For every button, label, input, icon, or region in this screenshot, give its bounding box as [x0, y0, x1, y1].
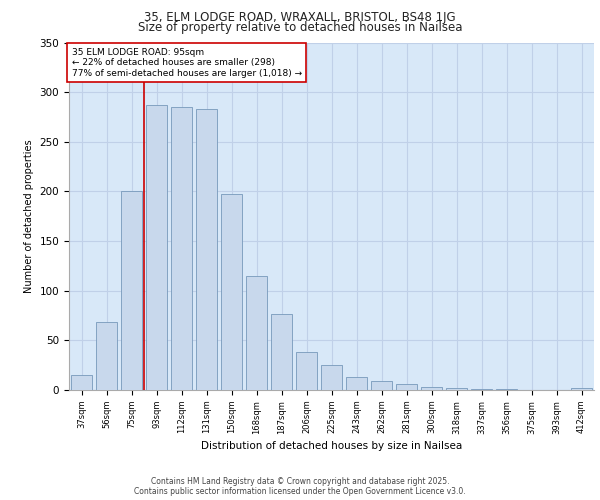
- Bar: [171, 107, 192, 390]
- Bar: [246, 276, 267, 390]
- Bar: [496, 389, 517, 390]
- Bar: [196, 109, 217, 390]
- Bar: [346, 377, 367, 390]
- Bar: [121, 192, 142, 390]
- Bar: [296, 352, 317, 390]
- X-axis label: Distribution of detached houses by size in Nailsea: Distribution of detached houses by size …: [201, 440, 462, 450]
- Bar: [571, 388, 592, 390]
- Bar: [96, 322, 117, 390]
- Bar: [71, 375, 92, 390]
- Bar: [321, 365, 342, 390]
- Bar: [421, 387, 442, 390]
- Bar: [396, 384, 417, 390]
- Text: 35, ELM LODGE ROAD, WRAXALL, BRISTOL, BS48 1JG: 35, ELM LODGE ROAD, WRAXALL, BRISTOL, BS…: [144, 11, 456, 24]
- Text: 35 ELM LODGE ROAD: 95sqm
← 22% of detached houses are smaller (298)
77% of semi-: 35 ELM LODGE ROAD: 95sqm ← 22% of detach…: [71, 48, 302, 78]
- Bar: [271, 314, 292, 390]
- Bar: [446, 388, 467, 390]
- Bar: [371, 381, 392, 390]
- Text: Size of property relative to detached houses in Nailsea: Size of property relative to detached ho…: [138, 22, 462, 35]
- Text: Contains HM Land Registry data © Crown copyright and database right 2025.
Contai: Contains HM Land Registry data © Crown c…: [134, 476, 466, 496]
- Bar: [471, 389, 492, 390]
- Bar: [221, 194, 242, 390]
- Bar: [146, 105, 167, 390]
- Y-axis label: Number of detached properties: Number of detached properties: [24, 140, 34, 293]
